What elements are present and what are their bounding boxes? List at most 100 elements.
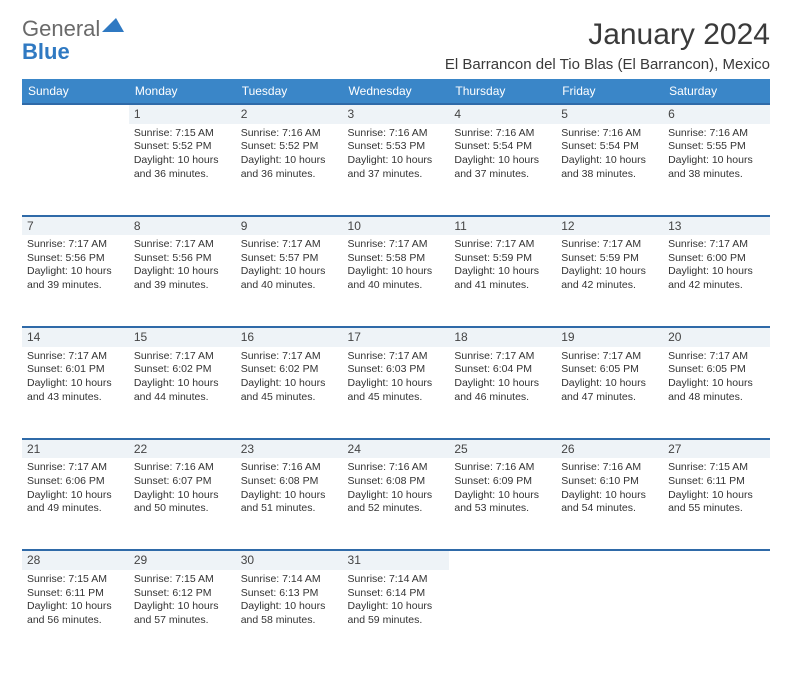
day-cell-line: Sunrise: 7:15 AM (668, 461, 765, 475)
weekday-header: Friday (556, 79, 663, 104)
day-cell-line: Sunset: 6:02 PM (241, 363, 338, 377)
day-cell-line: Sunset: 6:00 PM (668, 252, 765, 266)
day-cell-line: Daylight: 10 hours (241, 265, 338, 279)
day-cell-line: Sunset: 5:56 PM (27, 252, 124, 266)
day-cell-line: and 41 minutes. (454, 279, 551, 293)
day-cell: Sunrise: 7:14 AMSunset: 6:13 PMDaylight:… (236, 570, 343, 662)
day-cell: Sunrise: 7:17 AMSunset: 6:02 PMDaylight:… (129, 347, 236, 439)
day-number-cell: 8 (129, 216, 236, 236)
day-cell: Sunrise: 7:17 AMSunset: 6:00 PMDaylight:… (663, 235, 770, 327)
day-number-cell: 27 (663, 439, 770, 459)
day-cell (449, 570, 556, 662)
day-number-cell: 18 (449, 327, 556, 347)
day-cell-line: Sunset: 5:59 PM (454, 252, 551, 266)
day-cell-line: and 38 minutes. (668, 168, 765, 182)
day-cell-line: and 39 minutes. (134, 279, 231, 293)
day-number-cell: 28 (22, 550, 129, 570)
weekday-header: Wednesday (343, 79, 450, 104)
day-cell-line: and 59 minutes. (348, 614, 445, 628)
day-cell (663, 570, 770, 662)
day-cell-line: Daylight: 10 hours (348, 377, 445, 391)
day-cell: Sunrise: 7:16 AMSunset: 6:09 PMDaylight:… (449, 458, 556, 550)
day-cell-line: Sunrise: 7:15 AM (134, 127, 231, 141)
day-cell-line: Sunrise: 7:17 AM (27, 238, 124, 252)
day-cell-line: Daylight: 10 hours (134, 489, 231, 503)
day-cell (22, 124, 129, 216)
day-cell-line: Daylight: 10 hours (454, 377, 551, 391)
day-number-cell: 20 (663, 327, 770, 347)
day-cell-line: and 36 minutes. (241, 168, 338, 182)
day-cell: Sunrise: 7:17 AMSunset: 6:02 PMDaylight:… (236, 347, 343, 439)
day-cell-line: Sunset: 6:11 PM (668, 475, 765, 489)
day-cell-line: Daylight: 10 hours (241, 154, 338, 168)
day-cell-line: Daylight: 10 hours (561, 489, 658, 503)
day-number-cell: 16 (236, 327, 343, 347)
day-cell-line: and 57 minutes. (134, 614, 231, 628)
day-cell-line: Sunset: 6:03 PM (348, 363, 445, 377)
day-number-cell: 1 (129, 104, 236, 124)
day-cell-line: Daylight: 10 hours (561, 377, 658, 391)
day-number-cell: 24 (343, 439, 450, 459)
day-cell: Sunrise: 7:15 AMSunset: 6:11 PMDaylight:… (663, 458, 770, 550)
day-cell-line: Daylight: 10 hours (27, 377, 124, 391)
day-cell-line: and 40 minutes. (241, 279, 338, 293)
weekday-header: Tuesday (236, 79, 343, 104)
day-cell-line: and 42 minutes. (561, 279, 658, 293)
day-cell-line: Sunrise: 7:16 AM (668, 127, 765, 141)
day-number-cell: 31 (343, 550, 450, 570)
day-cell-line: Sunset: 6:08 PM (241, 475, 338, 489)
day-cell: Sunrise: 7:17 AMSunset: 6:03 PMDaylight:… (343, 347, 450, 439)
day-cell-line: Sunset: 6:12 PM (134, 587, 231, 601)
day-number-cell: 30 (236, 550, 343, 570)
day-content-row: Sunrise: 7:17 AMSunset: 5:56 PMDaylight:… (22, 235, 770, 327)
location-subtitle: El Barrancon del Tio Blas (El Barrancon)… (445, 56, 770, 73)
day-number-row: 14151617181920 (22, 327, 770, 347)
weekday-header-row: SundayMondayTuesdayWednesdayThursdayFrid… (22, 79, 770, 104)
day-cell-line: Daylight: 10 hours (454, 489, 551, 503)
day-cell: Sunrise: 7:17 AMSunset: 5:56 PMDaylight:… (129, 235, 236, 327)
day-cell: Sunrise: 7:17 AMSunset: 6:05 PMDaylight:… (663, 347, 770, 439)
day-cell: Sunrise: 7:17 AMSunset: 5:58 PMDaylight:… (343, 235, 450, 327)
day-cell-line: Daylight: 10 hours (134, 377, 231, 391)
day-cell-line: Sunset: 6:10 PM (561, 475, 658, 489)
day-cell-line: and 49 minutes. (27, 502, 124, 516)
day-cell-line: and 39 minutes. (27, 279, 124, 293)
day-cell-line: Sunset: 5:57 PM (241, 252, 338, 266)
day-cell-line: Daylight: 10 hours (348, 489, 445, 503)
day-cell-line: Sunrise: 7:17 AM (241, 238, 338, 252)
day-cell-line: Daylight: 10 hours (454, 265, 551, 279)
day-cell-line: Daylight: 10 hours (134, 154, 231, 168)
day-cell-line: Sunrise: 7:15 AM (134, 573, 231, 587)
day-cell-line: Sunrise: 7:17 AM (561, 238, 658, 252)
day-number-row: 123456 (22, 104, 770, 124)
day-content-row: Sunrise: 7:15 AMSunset: 6:11 PMDaylight:… (22, 570, 770, 662)
day-cell: Sunrise: 7:17 AMSunset: 5:59 PMDaylight:… (449, 235, 556, 327)
day-number-cell: 21 (22, 439, 129, 459)
day-cell-line: Daylight: 10 hours (27, 489, 124, 503)
day-cell-line: and 46 minutes. (454, 391, 551, 405)
day-cell-line: Sunrise: 7:16 AM (561, 127, 658, 141)
weekday-header: Thursday (449, 79, 556, 104)
day-cell-line: and 55 minutes. (668, 502, 765, 516)
month-title: January 2024 (445, 18, 770, 52)
day-cell-line: Sunrise: 7:16 AM (134, 461, 231, 475)
day-cell-line: Daylight: 10 hours (134, 265, 231, 279)
day-cell-line: Daylight: 10 hours (561, 265, 658, 279)
day-number-cell: 17 (343, 327, 450, 347)
day-cell: Sunrise: 7:15 AMSunset: 5:52 PMDaylight:… (129, 124, 236, 216)
day-number-cell: 26 (556, 439, 663, 459)
day-number-cell: 25 (449, 439, 556, 459)
day-cell-line: Sunset: 5:56 PM (134, 252, 231, 266)
day-cell-line: and 45 minutes. (241, 391, 338, 405)
day-cell-line: Sunrise: 7:17 AM (27, 461, 124, 475)
day-cell-line: Sunrise: 7:17 AM (348, 238, 445, 252)
day-cell: Sunrise: 7:16 AMSunset: 6:08 PMDaylight:… (236, 458, 343, 550)
day-cell-line: Daylight: 10 hours (668, 154, 765, 168)
header: General Blue January 2024 El Barrancon d… (22, 18, 770, 73)
day-cell-line: Daylight: 10 hours (27, 265, 124, 279)
day-number-cell: 6 (663, 104, 770, 124)
day-cell-line: and 48 minutes. (668, 391, 765, 405)
logo-triangle-icon (102, 18, 124, 37)
day-number-cell (663, 550, 770, 570)
day-cell-line: Sunrise: 7:17 AM (348, 350, 445, 364)
